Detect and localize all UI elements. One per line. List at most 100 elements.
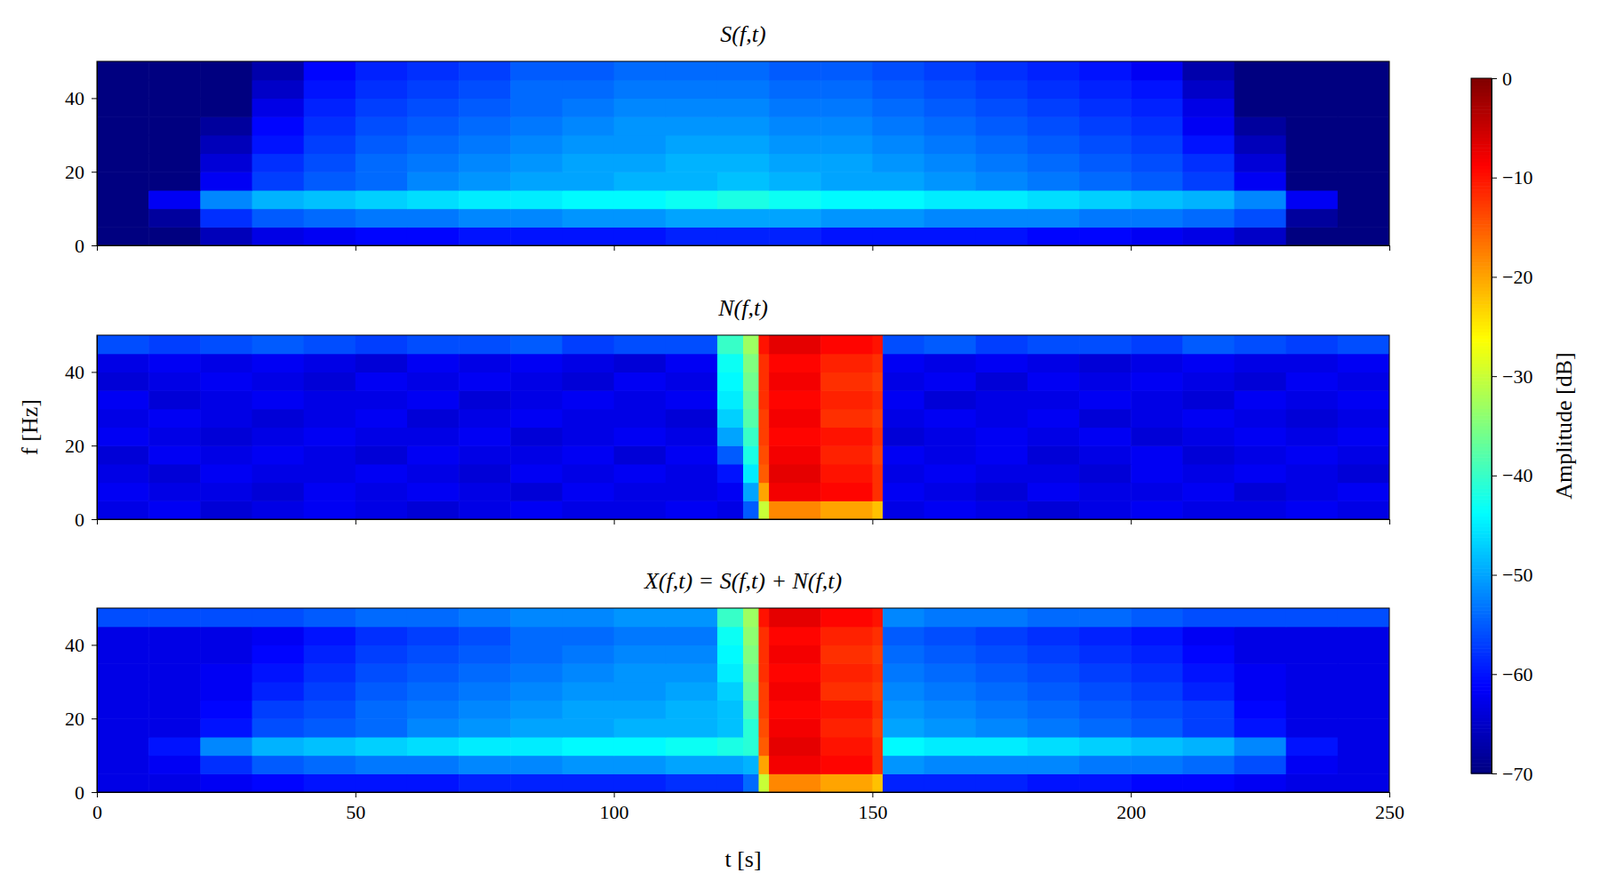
heatmap-cell [768, 718, 822, 737]
colorbar-swatch [1471, 144, 1492, 149]
x-tick: 100 [600, 792, 630, 824]
heatmap-cell [561, 335, 615, 354]
heatmap-cell [1234, 335, 1288, 354]
heatmap-cell [768, 390, 822, 409]
colorbar-swatch [1471, 540, 1492, 545]
heatmap-cell [976, 226, 1029, 246]
y-tick-label: 40 [64, 633, 85, 656]
heatmap-cell [304, 335, 357, 354]
heatmap-cell [1286, 371, 1339, 391]
plot-frame [96, 335, 1390, 520]
heatmap-cell [1130, 608, 1184, 627]
colorbar-swatch [1471, 585, 1492, 591]
heatmap-cell [200, 190, 253, 209]
colorbar-swatch [1471, 422, 1492, 427]
colorbar-swatch [1471, 440, 1492, 445]
heatmap-cell [407, 500, 460, 520]
y-tick: 40 [64, 360, 97, 384]
heatmap-cell [1286, 390, 1339, 409]
heatmap-cell [1286, 208, 1339, 228]
colorbar-swatch [1471, 335, 1492, 340]
heatmap-cell [717, 226, 770, 246]
heatmap-cell [148, 226, 201, 246]
heatmap-cell [1130, 190, 1184, 209]
heatmap-cell [200, 773, 253, 792]
heatmap-cell [872, 153, 925, 173]
heatmap-cell [304, 500, 357, 520]
heatmap-cell [1337, 190, 1390, 209]
heatmap-cell [251, 190, 304, 209]
heatmap-cell [1130, 171, 1184, 191]
x-axis [97, 245, 1391, 251]
heatmap-cell [251, 153, 304, 173]
heatmap-cell [355, 190, 408, 209]
heatmap-cell [458, 445, 512, 464]
x-tick-mark [1130, 245, 1132, 251]
heatmap-cell [1130, 353, 1184, 373]
heatmap-cell [1337, 61, 1390, 80]
colorbar-swatch [1471, 488, 1492, 493]
heatmap-cell [717, 371, 744, 391]
colorbar-swatch [1471, 387, 1492, 392]
heatmap-cell [820, 427, 873, 447]
heatmap-cell [717, 700, 744, 720]
heatmap-cell [458, 61, 512, 80]
heatmap-cell [407, 208, 460, 228]
heatmap-cell [665, 171, 719, 191]
heatmap-cell [1286, 718, 1339, 737]
heatmap-cell [717, 644, 744, 664]
colorbar-swatch [1471, 140, 1492, 145]
heatmap-cell [743, 408, 760, 428]
heatmap-cell [872, 371, 883, 391]
colorbar-swatch [1471, 394, 1492, 400]
heatmap-cell [665, 190, 719, 209]
colorbar-swatch [1471, 520, 1492, 525]
heatmap-cell [251, 626, 304, 646]
heatmap-cell [200, 427, 253, 447]
heatmap-cell [96, 626, 150, 646]
heatmap-cell [1234, 61, 1288, 80]
heatmap-cell [820, 718, 873, 737]
heatmap-cell [458, 226, 512, 246]
heatmap-cell [976, 482, 1029, 502]
heatmap-cell [820, 464, 873, 483]
heatmap-cell [1234, 190, 1288, 209]
heatmap-cell [614, 97, 667, 117]
colorbar-swatch [1471, 568, 1492, 573]
x-tick [1130, 245, 1132, 251]
colorbar-tick: 0 [1491, 67, 1512, 90]
heatmap-cell [665, 736, 719, 756]
x-tick-label: 250 [1375, 800, 1405, 824]
heatmap-cell [717, 663, 744, 682]
heatmap-cell [304, 718, 357, 737]
colorbar-swatch [1471, 443, 1492, 448]
colorbar-swatch [1471, 704, 1492, 709]
heatmap-cell [1079, 61, 1132, 80]
heatmap-cell [758, 427, 769, 447]
heatmap-cell [614, 171, 667, 191]
heatmap-cell [665, 80, 719, 99]
heatmap-cell [665, 755, 719, 775]
heatmap-cell [758, 335, 769, 354]
heatmap-cell [251, 663, 304, 682]
heatmap-cell [200, 663, 253, 682]
colorbar-swatch [1471, 280, 1492, 285]
colorbar-swatch [1471, 224, 1492, 229]
heatmap-cell [407, 171, 460, 191]
heatmap-cell [1079, 445, 1132, 464]
heatmap-cell [1027, 116, 1080, 136]
heatmap-cell [200, 116, 253, 136]
colorbar-swatch [1471, 749, 1492, 754]
heatmap-cell [1337, 736, 1390, 756]
heatmap-cell [1027, 80, 1080, 99]
colorbar-tick-label: −40 [1502, 464, 1533, 487]
heatmap-cell [304, 116, 357, 136]
heatmap-cell [251, 208, 304, 228]
heatmap-cell [614, 390, 667, 409]
heatmap-cell [717, 97, 770, 117]
heatmap-cell [458, 736, 512, 756]
heatmap-cell [251, 773, 304, 792]
heatmap-cell [1337, 626, 1390, 646]
heatmap-cell [614, 608, 667, 627]
heatmap-cell [1286, 153, 1339, 173]
